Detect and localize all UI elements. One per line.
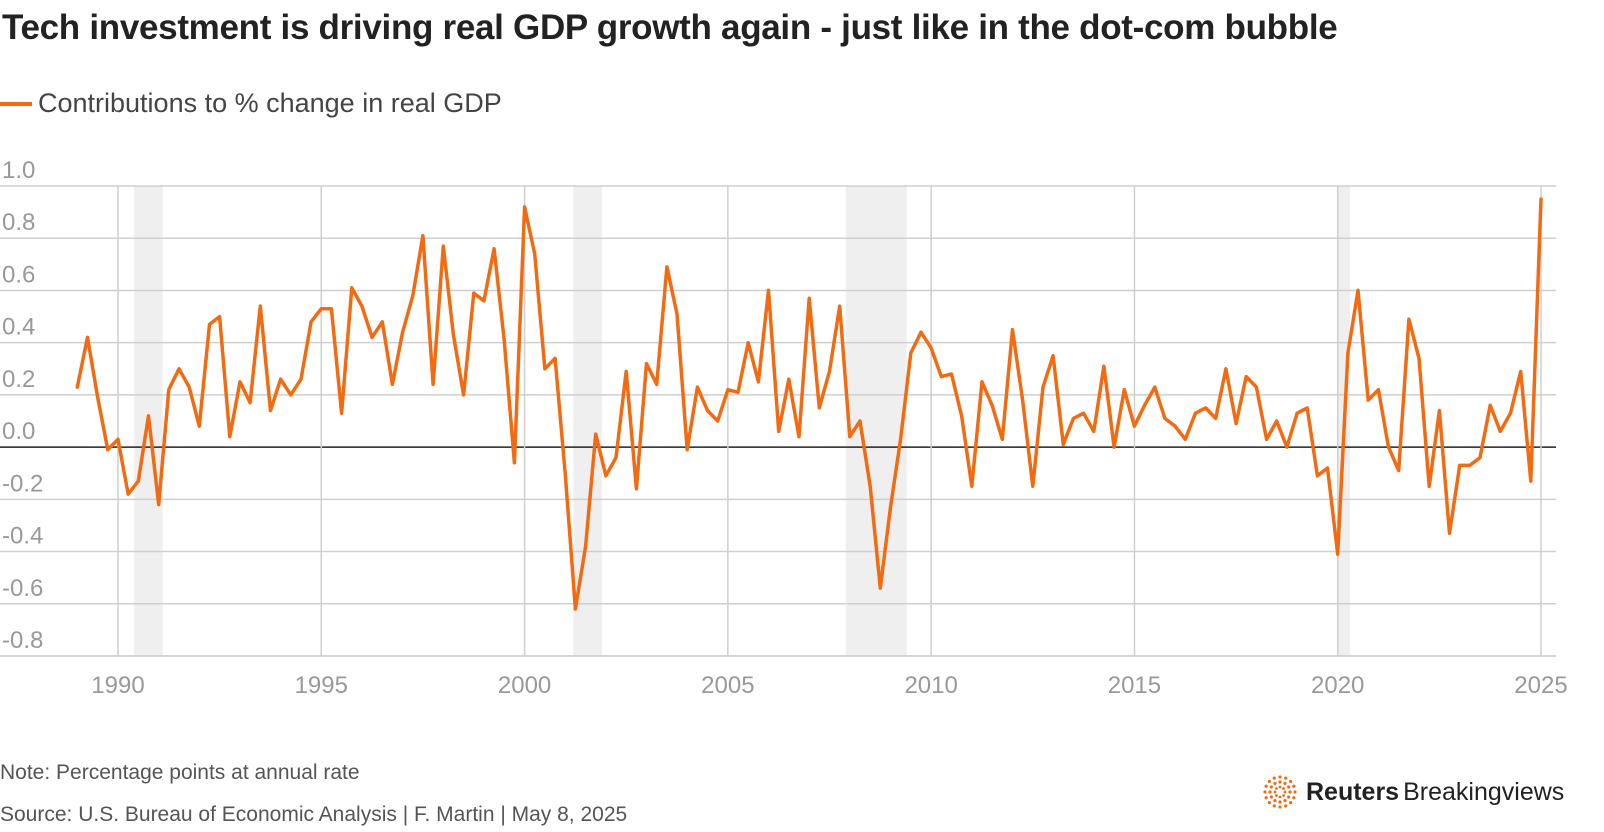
logo-dot: [1283, 790, 1287, 794]
y-tick-label: 0.4: [2, 314, 35, 341]
y-tick-label: -0.2: [2, 470, 43, 497]
logo-dot: [1287, 785, 1291, 789]
logo-dot: [1283, 781, 1287, 785]
series-line-0: [75, 197, 1543, 611]
x-tick-label: 2020: [1311, 672, 1364, 699]
y-tick-label: 0.8: [2, 209, 35, 236]
chart-title: Tech investment is driving real GDP grow…: [2, 8, 1338, 47]
logo-dot: [1292, 796, 1296, 800]
y-tick-label: 0.2: [2, 366, 35, 393]
y-tick-label: 0.0: [2, 418, 35, 445]
logo-dot: [1275, 794, 1278, 797]
logo-dot: [1289, 801, 1293, 805]
logo-dot: [1267, 801, 1271, 805]
series-group: [75, 197, 1543, 611]
legend: Contributions to % change in real GDP: [0, 88, 502, 119]
vertical-gridlines: [117, 186, 1542, 656]
source-line: Source: U.S. Bureau of Economic Analysis…: [0, 803, 628, 826]
logo-dot: [1278, 780, 1282, 784]
reuters-breakingviews-logo: Reuters Breakingviews: [1262, 774, 1564, 810]
logo-dot: [1273, 799, 1277, 803]
logo-dot: [1292, 784, 1296, 788]
logo-dot: [1278, 795, 1282, 799]
legend-swatch: [0, 101, 32, 106]
logo-dot: [1272, 776, 1276, 780]
logo-dot: [1273, 790, 1277, 794]
logo-dot: [1278, 785, 1282, 789]
footnote: Note: Percentage points at annual rate: [0, 761, 360, 784]
logo-dot: [1283, 799, 1287, 803]
logo-dot: [1273, 781, 1277, 785]
y-tick-label: 1.0: [2, 157, 35, 184]
brand-name-bold: Reuters: [1306, 777, 1400, 806]
logo-dot: [1269, 785, 1273, 789]
x-tick-label: 2000: [498, 672, 551, 699]
logo-dot: [1272, 804, 1276, 808]
recession-band-2: [845, 186, 907, 656]
brand-name-light: Breakingviews: [1403, 777, 1565, 806]
logo-dot: [1293, 790, 1297, 794]
logo-dot: [1284, 804, 1288, 808]
logo-dot: [1275, 787, 1278, 790]
y-tick-label: -0.4: [2, 523, 43, 550]
x-tick-label: 2010: [904, 672, 957, 699]
logo-dot: [1278, 805, 1282, 809]
x-axis-tick-labels: 1990 1995 2000 2005 2010 2015 2020 2025: [91, 672, 1567, 699]
x-tick-label: 2025: [1514, 672, 1567, 699]
y-tick-label: -0.8: [2, 627, 43, 654]
logo-dot: [1278, 775, 1282, 779]
logo-dot: [1282, 794, 1285, 797]
y-axis-tick-labels: 1.0 0.8 0.6 0.4 0.2 0.0 -0.2 -0.4 -0.6 -0.8: [2, 157, 43, 654]
logo-dot: [1264, 784, 1268, 788]
y-tick-label: 0.6: [2, 261, 35, 288]
legend-label: Contributions to % change in real GDP: [38, 88, 502, 118]
x-tick-label: 1995: [295, 672, 348, 699]
logo-dot: [1268, 790, 1272, 794]
logo-dot: [1287, 795, 1291, 799]
x-tick-label: 1990: [91, 672, 144, 699]
logo-dot: [1288, 790, 1292, 794]
reuters-dots-icon: [1263, 775, 1297, 809]
y-tick-label: -0.6: [2, 575, 43, 602]
logo-dot: [1269, 795, 1273, 799]
horizontal-gridlines: [0, 185, 1556, 657]
recession-bands: [134, 186, 1350, 656]
recession-band-1: [573, 186, 602, 656]
logo-dot: [1267, 779, 1271, 783]
x-tick-label: 2015: [1108, 672, 1161, 699]
logo-dot: [1264, 796, 1268, 800]
logo-dot: [1284, 776, 1288, 780]
logo-dot: [1282, 787, 1285, 790]
logo-dot: [1263, 790, 1267, 794]
logo-dot: [1278, 800, 1282, 804]
x-tick-label: 2005: [701, 672, 754, 699]
logo-dot: [1289, 779, 1293, 783]
